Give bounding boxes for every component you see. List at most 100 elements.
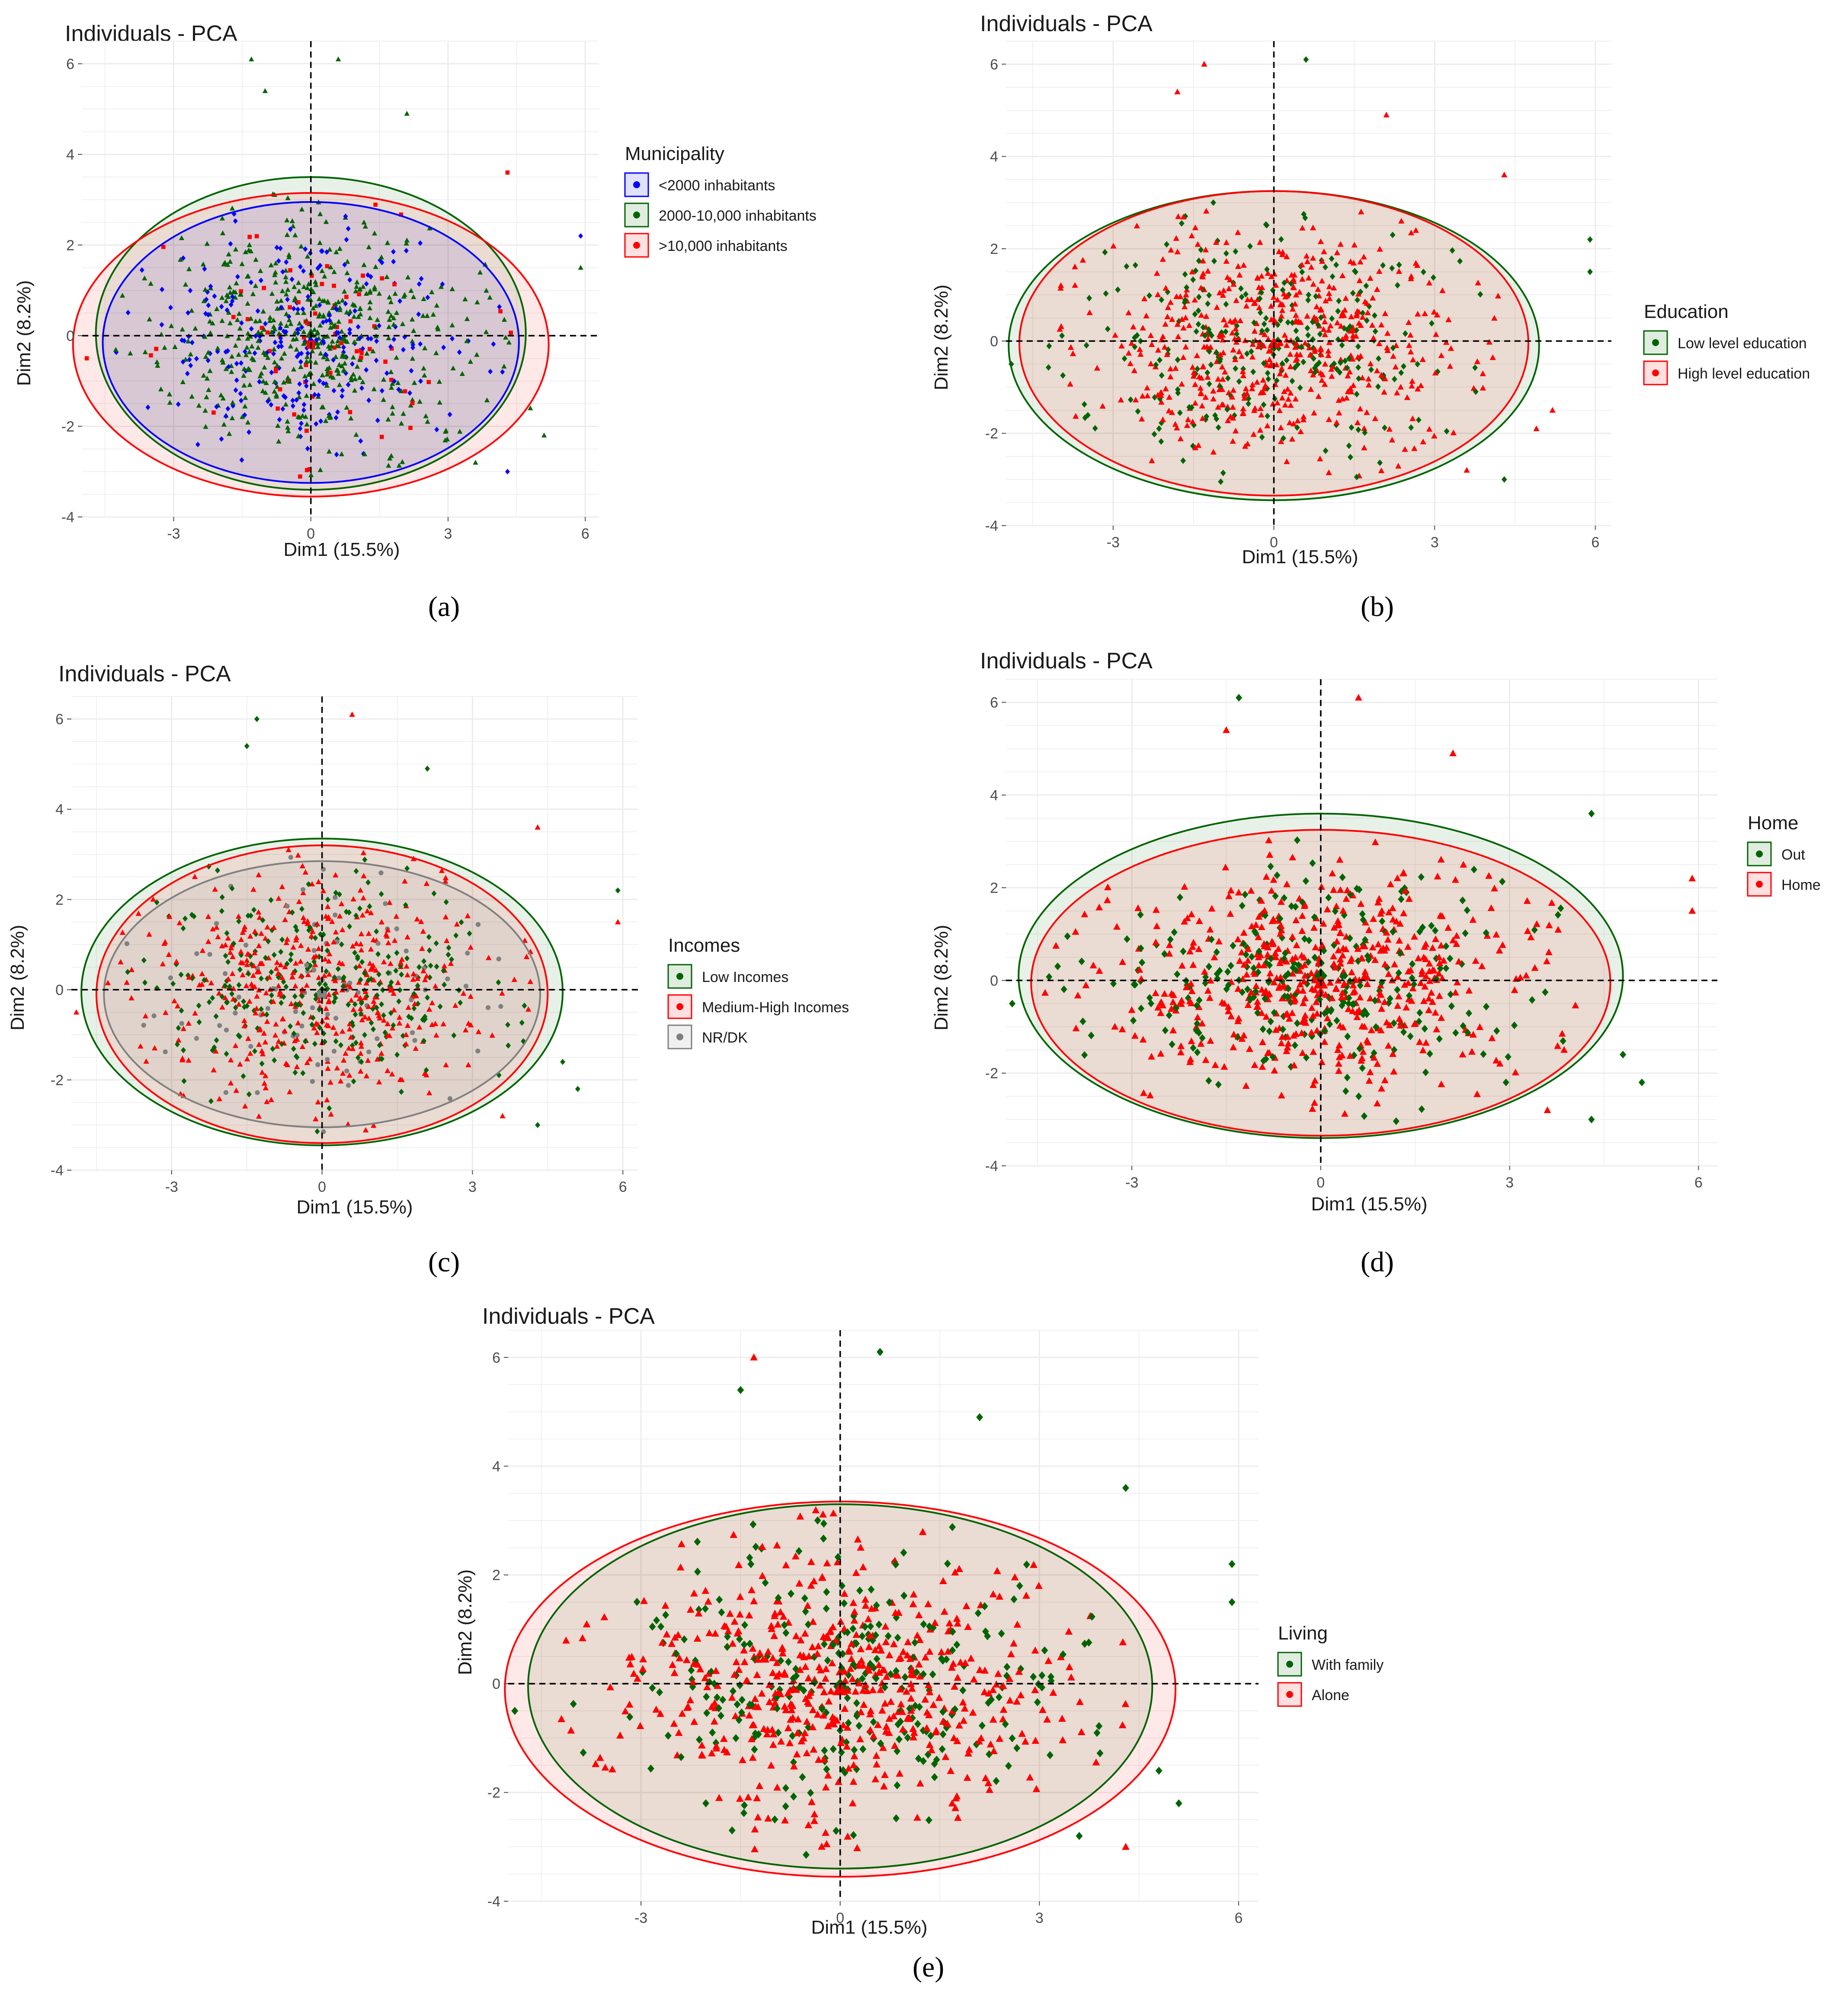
point	[903, 1688, 910, 1695]
point	[223, 413, 228, 419]
point	[412, 380, 417, 385]
point	[1356, 375, 1361, 382]
point	[1257, 295, 1263, 302]
point	[1161, 950, 1168, 958]
point	[1174, 321, 1181, 327]
point	[1235, 1014, 1243, 1021]
point	[233, 1011, 238, 1016]
point	[301, 310, 307, 315]
point	[330, 939, 337, 944]
point	[336, 382, 343, 387]
point	[1299, 276, 1306, 282]
point	[782, 1706, 790, 1713]
point	[1327, 322, 1334, 328]
point	[1236, 348, 1243, 354]
point	[1248, 348, 1254, 355]
point	[1346, 957, 1354, 964]
point	[295, 310, 301, 315]
point	[1268, 303, 1275, 309]
point	[1127, 396, 1134, 403]
point	[1200, 363, 1207, 369]
point	[682, 1656, 691, 1663]
point	[1121, 355, 1127, 362]
point	[1420, 269, 1426, 276]
point	[362, 451, 368, 456]
point	[1132, 262, 1138, 269]
point	[361, 262, 367, 267]
point	[1337, 959, 1345, 967]
point	[261, 1030, 267, 1036]
point	[1511, 1021, 1518, 1030]
point	[1195, 321, 1201, 327]
point	[301, 341, 307, 346]
point	[285, 195, 291, 200]
point	[1448, 345, 1454, 351]
point-outlier	[1501, 476, 1507, 483]
point	[1264, 951, 1272, 958]
point	[1060, 1650, 1067, 1659]
point	[1390, 1019, 1397, 1027]
point	[289, 974, 296, 980]
point	[105, 980, 111, 985]
point	[285, 296, 290, 302]
point	[1432, 935, 1439, 942]
point	[1293, 292, 1300, 298]
point	[1239, 368, 1246, 374]
point	[1372, 415, 1378, 421]
point	[315, 340, 320, 346]
point	[1031, 1686, 1039, 1694]
point	[1361, 968, 1369, 975]
point	[1438, 1080, 1445, 1088]
point	[873, 1760, 881, 1768]
point	[1265, 375, 1272, 382]
point	[1396, 1015, 1403, 1022]
point	[935, 1694, 943, 1701]
point	[1419, 923, 1426, 931]
point	[840, 1589, 849, 1597]
point	[1421, 983, 1429, 990]
point	[1105, 325, 1111, 333]
point	[1365, 956, 1372, 964]
point	[168, 323, 174, 328]
point	[1189, 364, 1196, 370]
point	[1118, 1025, 1126, 1033]
point	[304, 363, 308, 367]
point-outlier	[1383, 112, 1390, 118]
point-outlier	[1588, 809, 1595, 818]
point	[1167, 373, 1174, 379]
point	[1152, 938, 1159, 946]
point	[881, 1699, 889, 1707]
point	[698, 1751, 706, 1758]
point	[359, 1059, 364, 1065]
point	[268, 262, 274, 267]
point	[357, 887, 364, 893]
point	[1350, 332, 1356, 338]
x-tick-label: 6	[1234, 1910, 1243, 1926]
point	[297, 321, 302, 326]
point	[746, 1553, 753, 1562]
point	[720, 1735, 728, 1742]
point	[907, 1680, 915, 1688]
point	[1182, 303, 1188, 310]
point	[810, 1577, 818, 1585]
point	[1218, 478, 1224, 485]
point	[228, 302, 234, 308]
point	[801, 1729, 809, 1736]
point	[919, 1528, 927, 1535]
point	[501, 317, 507, 322]
point	[1309, 859, 1316, 867]
point	[483, 329, 489, 334]
point	[881, 1622, 890, 1630]
point	[258, 960, 264, 966]
point	[1278, 995, 1286, 1001]
point	[358, 311, 363, 317]
point	[376, 1079, 382, 1085]
point	[1279, 251, 1286, 257]
point	[148, 353, 153, 358]
point	[285, 847, 291, 852]
point	[782, 1784, 789, 1792]
point	[379, 435, 384, 439]
point	[1344, 1074, 1351, 1081]
point	[1060, 372, 1066, 379]
point	[1422, 1068, 1429, 1076]
